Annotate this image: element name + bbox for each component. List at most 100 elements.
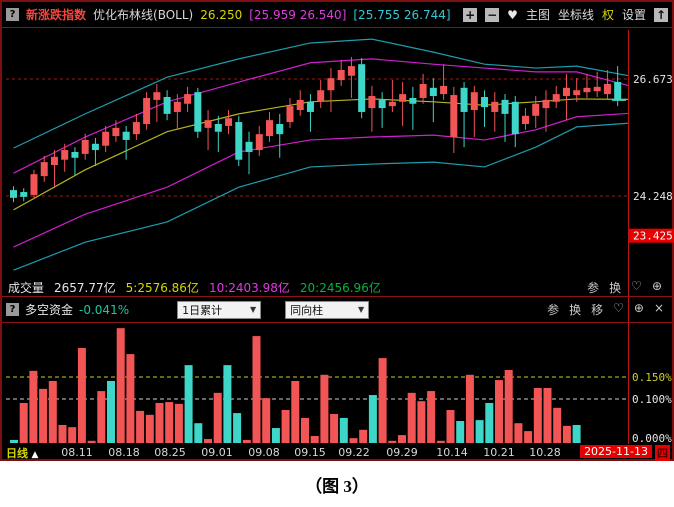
last-date-badge: 2025-11-13	[580, 445, 652, 458]
candle	[40, 155, 48, 182]
candle	[194, 87, 202, 138]
boll-band-lower-inner	[13, 112, 628, 248]
fund-bar	[378, 358, 387, 443]
close-icon[interactable]: ×	[653, 301, 664, 315]
fund-bar	[446, 410, 455, 443]
fund-bar	[291, 380, 300, 443]
params-icon[interactable]: 参	[587, 281, 600, 295]
fund-bar	[514, 423, 523, 443]
candle	[542, 90, 550, 132]
candle	[225, 110, 233, 135]
switch-indicator-icon[interactable]: 换	[609, 281, 622, 295]
fund-bar	[281, 410, 290, 443]
volume-ma10: 10:2403.98亿	[208, 281, 290, 295]
fund-bar	[456, 421, 465, 443]
fund-bar	[310, 435, 319, 443]
move-pane-icon[interactable]: 移	[591, 303, 604, 317]
fund-bar	[242, 439, 251, 443]
candle	[20, 188, 28, 202]
fund-bar-pane[interactable]: 0.150% 0.100% 0.000%	[2, 323, 674, 444]
price-marker-box	[629, 228, 674, 243]
candle	[163, 90, 171, 121]
fund-bar	[58, 424, 67, 443]
date-tick: 09.01	[201, 446, 233, 459]
volume-ma20: 20:2456.96亿	[299, 281, 381, 295]
volume-label: 成交量	[8, 281, 45, 295]
date-tick: 08.18	[108, 446, 140, 459]
boll-inner-band-values: [25.959 26.540]	[249, 7, 347, 22]
candle	[122, 125, 130, 160]
fund-bar	[504, 369, 513, 443]
period-select[interactable]: 1日累计 ▼	[177, 300, 262, 319]
zoom-in-button[interactable]: +	[463, 7, 478, 22]
fund-bar	[165, 402, 174, 443]
main-chart-menu[interactable]: 主图	[525, 8, 550, 22]
help-icon[interactable]: ?	[6, 303, 19, 316]
fund-bar	[87, 440, 96, 443]
params-icon[interactable]: 参	[547, 303, 560, 317]
boll-band-upper-outer	[13, 38, 629, 149]
candle	[419, 73, 427, 104]
boll-band-upper-inner	[13, 58, 629, 174]
fund-bar	[48, 380, 57, 443]
fund-bar	[116, 328, 125, 443]
zoom-icon[interactable]: ⊕	[633, 301, 644, 315]
favorite-icon[interactable]: ♥	[507, 7, 518, 22]
candle	[112, 120, 120, 142]
period-select-value: 1日累计	[182, 303, 223, 317]
fund-bar	[465, 374, 474, 443]
fund-bar	[427, 391, 436, 443]
fund-bar	[174, 403, 183, 443]
candle	[562, 73, 570, 121]
candle	[50, 150, 58, 189]
bar-style-select[interactable]: 同向柱 ▼	[285, 300, 370, 319]
candle	[347, 56, 355, 98]
fund-bar	[398, 435, 406, 443]
volume-row[interactable]: 成交量 2657.77亿 5:2576.86亿 10:2403.98亿 20:2…	[2, 279, 672, 297]
candle	[102, 125, 110, 152]
fund-bar	[10, 439, 18, 443]
fund-bar	[407, 392, 416, 443]
zoom-icon[interactable]: ⊕	[651, 279, 662, 293]
candlestick-pane[interactable]: 26.673 24.248 23.425	[2, 30, 674, 279]
candle	[603, 69, 611, 100]
symbol-name[interactable]: 新涨跌指数	[26, 8, 87, 22]
help-icon[interactable]: ?	[6, 8, 19, 21]
candle	[204, 110, 212, 151]
period-label: 日线	[6, 447, 28, 460]
candle	[245, 131, 253, 175]
price-axis-label: 24.248	[633, 190, 673, 203]
settings-button[interactable]: 设置	[621, 8, 646, 22]
candle	[143, 92, 151, 130]
fund-bar	[107, 380, 115, 443]
pct-axis-label: 0.100%	[632, 393, 672, 406]
favorite-icon[interactable]: ♡	[613, 301, 624, 315]
candle	[460, 82, 468, 148]
fund-bar	[184, 365, 193, 443]
fund-bar	[320, 374, 329, 443]
candle	[276, 113, 284, 158]
switch-indicator-icon[interactable]: 换	[569, 303, 582, 317]
fund-bar	[155, 402, 164, 443]
indicator-name[interactable]: 优化布林线(BOLL)	[93, 8, 194, 22]
collapse-button[interactable]: ↑	[654, 7, 668, 22]
fund-bar	[301, 417, 309, 443]
axis-lines-menu[interactable]: 坐标线	[557, 8, 594, 22]
fund-label[interactable]: 多空资金	[25, 303, 74, 317]
fund-bar	[339, 417, 348, 443]
candle	[184, 86, 192, 112]
candle	[327, 68, 335, 112]
zoom-out-button[interactable]: −	[485, 7, 500, 22]
fund-bar	[388, 440, 397, 443]
fund-bar	[543, 388, 552, 443]
favorite-icon[interactable]: ♡	[631, 279, 642, 293]
fund-bar	[533, 388, 542, 443]
rights-adjust-button[interactable]: 权	[601, 8, 614, 22]
fund-bar	[204, 439, 212, 443]
fund-indicator-row: ? 多空资金 -0.041% 1日累计 ▼ 同向柱 ▼ 参换移 ♡ ⊕ ×	[2, 297, 672, 323]
period-switcher[interactable]: 日线 ▲	[6, 445, 38, 461]
fund-bar	[68, 427, 77, 443]
fund-bar	[330, 413, 339, 443]
boll-mid-value: 26.250	[200, 7, 243, 22]
fund-bar	[252, 336, 261, 443]
